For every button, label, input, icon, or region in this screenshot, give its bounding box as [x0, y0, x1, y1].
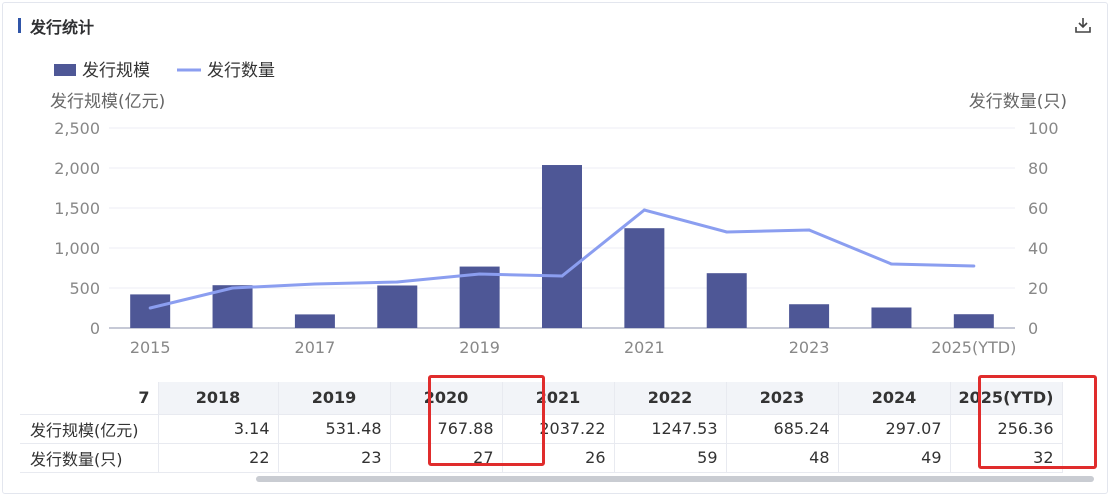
column-header: 2019 [278, 382, 391, 415]
x-tick-label: 2021 [624, 338, 665, 357]
right-tick-label: 60 [1028, 199, 1048, 218]
left-tick-label: 2,500 [54, 119, 100, 138]
data-table-wrapper: 7 2018 2019 2020 2021 2022 2023 2024 2025(YTD) 发行… [20, 382, 1094, 474]
count-point-2015[interactable] [148, 306, 152, 310]
x-tick-label: 2017 [295, 338, 336, 357]
table-cell: 48 [726, 443, 839, 473]
legend-line-label[interactable]: 发行数量 [207, 61, 275, 81]
count-point-2016[interactable] [231, 286, 235, 290]
bar-2015[interactable] [130, 294, 171, 328]
download-icon[interactable] [1074, 16, 1092, 34]
bar-2018[interactable] [377, 285, 418, 328]
row-header: 发行数量(只) [20, 443, 159, 473]
table-row: 发行数量(只)222327265948493231 [20, 443, 1063, 473]
table-row: 发行规模(亿元) 3.14 531.48 767.88 2037.22 1247.53 68… [20, 414, 1063, 444]
bar-series [130, 165, 994, 328]
legend-bar-swatch[interactable] [54, 64, 76, 76]
bar-2025(YTD)[interactable] [953, 314, 994, 328]
left-tick-label: 1,500 [54, 199, 100, 218]
row-header: 发行规模(亿元) [20, 414, 159, 444]
count-point-2023[interactable] [807, 228, 811, 232]
right-tick-label: 100 [1028, 119, 1059, 138]
table-cell: 256.36 [950, 414, 1063, 444]
table-cell: 59 [614, 443, 727, 473]
left-tick-label: 0 [90, 319, 100, 338]
count-point-2020[interactable] [560, 274, 564, 278]
table-cell: 23 [278, 443, 391, 473]
table-cell: 767.88 [390, 414, 503, 444]
table-horizontal-scrollbar[interactable] [256, 476, 1094, 482]
bar-2019[interactable] [459, 266, 500, 328]
table-cell: 685.24 [726, 414, 839, 444]
data-table: 7 2018 2019 2020 2021 2022 2023 2024 2025(YTD) 发行… [20, 382, 1063, 473]
count-point-2025(YTD)[interactable] [972, 264, 976, 268]
line-series [148, 208, 976, 310]
legend-bar-label[interactable]: 发行规模 [82, 61, 150, 81]
count-point-2024[interactable] [889, 262, 893, 266]
left-tick-label: 1,000 [54, 239, 100, 258]
table-cell: 297.07 [838, 414, 951, 444]
right-axis-title: 发行数量(只) [969, 92, 1067, 112]
table-header-row: 7 2018 2019 2020 2021 2022 2023 2024 2025(YTD) [20, 382, 1063, 415]
count-point-2017[interactable] [313, 282, 317, 286]
table-cell: 22 [158, 443, 279, 473]
right-axis-ticks: 0 20 40 60 80 100 [1028, 119, 1059, 338]
table-corner: 7 [20, 382, 159, 415]
right-tick-label: 0 [1028, 319, 1038, 338]
highlight-2020-column [428, 375, 545, 466]
x-tick-label: 2019 [459, 338, 500, 357]
bar-2021[interactable] [624, 228, 665, 328]
table-cell: 1247.53 [614, 414, 727, 444]
column-header: 2022 [614, 382, 727, 415]
x-tick-label: 2015 [130, 338, 171, 357]
column-header: 2021 [502, 382, 615, 415]
x-tick-label: 2025(YTD) [931, 338, 1016, 357]
section-title: 发行统计 [30, 18, 95, 37]
highlight-2025-column [978, 375, 1097, 469]
table-cell: 49 [838, 443, 951, 473]
count-point-2018[interactable] [395, 280, 399, 284]
x-axis-ticks: 2015 2017 2019 2021 2023 2025(YTD) [130, 338, 1017, 357]
bar-2024[interactable] [871, 307, 912, 328]
title-accent-bar [18, 18, 21, 33]
bar-2023[interactable] [789, 304, 830, 328]
column-header: 2025(YTD) [950, 382, 1063, 415]
count-point-2022[interactable] [725, 230, 729, 234]
count-point-2021[interactable] [642, 208, 646, 212]
table-cell: 2037.22 [502, 414, 615, 444]
bar-2020[interactable] [542, 165, 582, 328]
right-tick-label: 80 [1028, 159, 1048, 178]
table-cell: 26 [502, 443, 615, 473]
right-tick-label: 20 [1028, 279, 1048, 298]
left-axis-ticks: 0 500 1,000 1,500 2,000 2,500 [54, 119, 100, 338]
x-tick-label: 2023 [789, 338, 830, 357]
count-point-2019[interactable] [478, 272, 482, 276]
bar-2022[interactable] [706, 273, 747, 328]
column-header: 2023 [726, 382, 839, 415]
column-header: 2020 [390, 382, 503, 415]
table-cell: 531.48 [278, 414, 391, 444]
bar-2017[interactable] [294, 314, 335, 328]
left-tick-label: 500 [69, 279, 100, 298]
column-header: 2018 [158, 382, 279, 415]
issuance-chart: 发行规模 发行数量 发行规模(亿元) 发行数量(只) 0 500 1,000 1,50… [50, 61, 1067, 357]
left-axis-title: 发行规模(亿元) [50, 92, 165, 112]
table-cell: 3.14 [158, 414, 279, 444]
table-cell: 27 [390, 443, 503, 473]
legend: 发行规模 发行数量 [54, 61, 275, 81]
left-tick-label: 2,000 [54, 159, 100, 178]
right-tick-label: 40 [1028, 239, 1048, 258]
column-header: 2024 [838, 382, 951, 415]
